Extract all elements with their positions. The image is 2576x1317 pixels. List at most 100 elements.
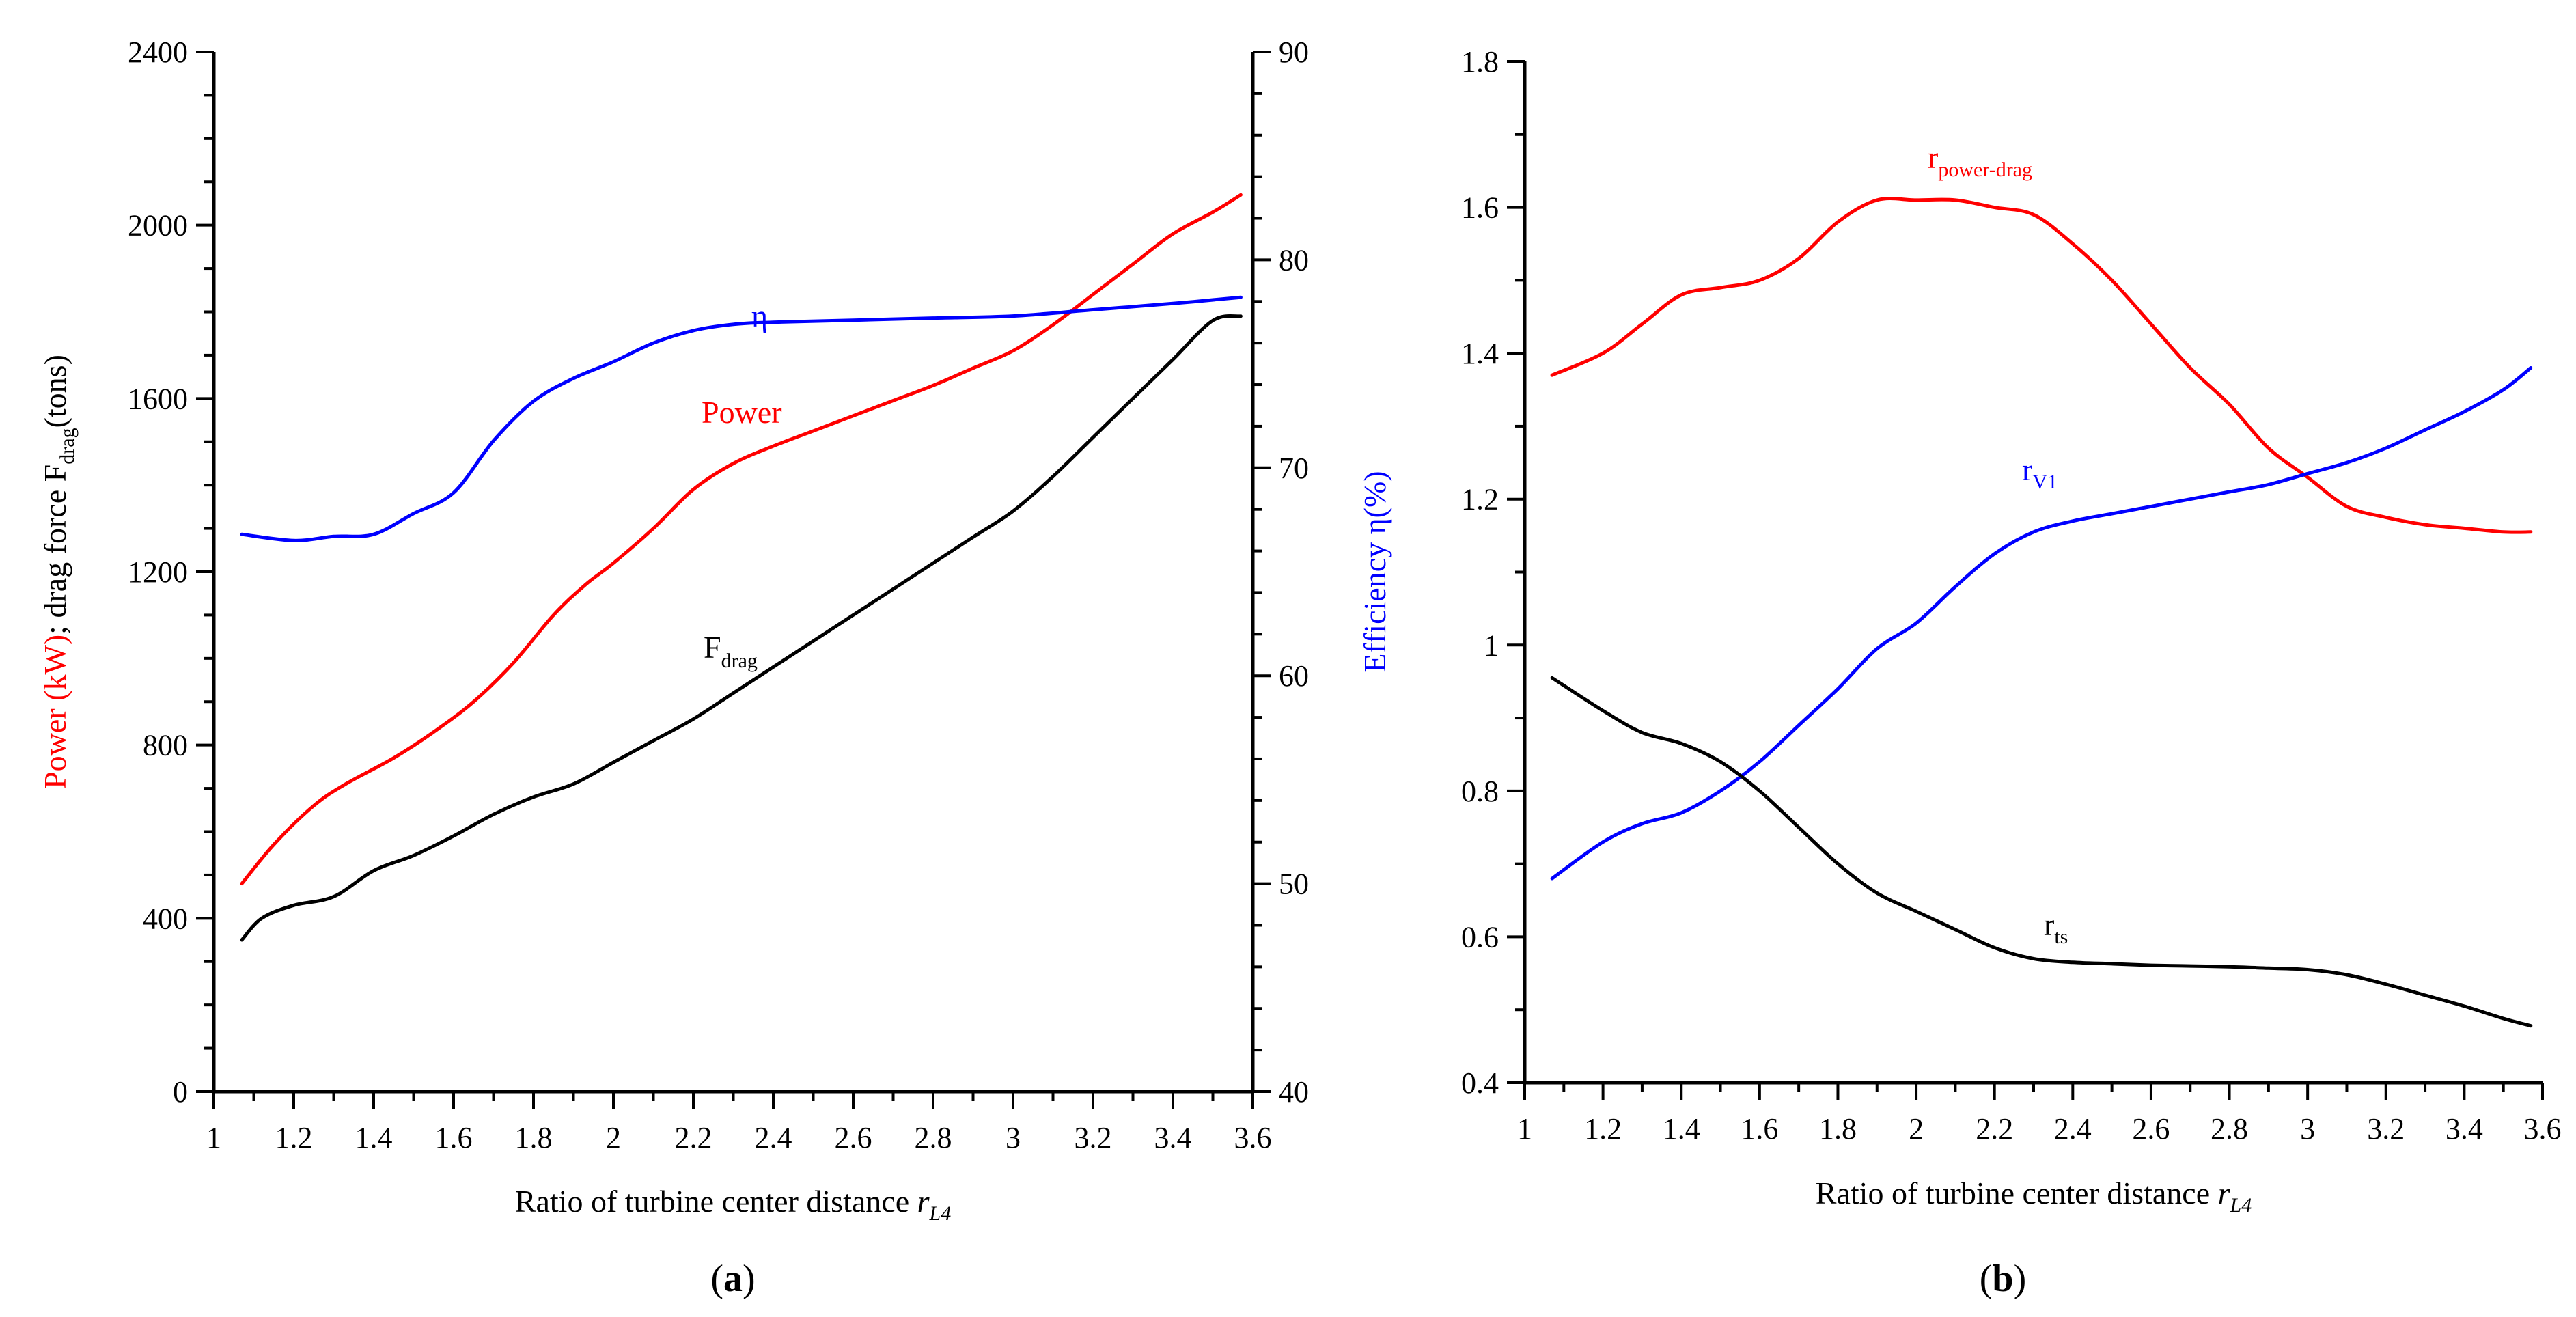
- panel-a-series: [240, 193, 1243, 942]
- x-tick-label: 2.8: [2211, 1112, 2248, 1146]
- y-left-tick-label: 2400: [128, 36, 188, 69]
- x-tick-label: 2: [606, 1121, 621, 1154]
- panel-a-fdrag-label: Fdrag: [704, 630, 758, 672]
- x-tick-label: 1.4: [1663, 1112, 1700, 1146]
- panel-b-x-axis-title: Ratio of turbine center distance rL4: [1816, 1176, 2252, 1217]
- x-tick-label: 2.4: [755, 1121, 792, 1154]
- y-right-tick-label: 60: [1279, 659, 1309, 693]
- panel-b-rpowerdrag-label-main: r: [1928, 140, 1938, 175]
- x-tick-label: 3.4: [2446, 1112, 2483, 1146]
- x-tick-label: 1.2: [275, 1121, 313, 1154]
- y-right-tick-label: 90: [1279, 36, 1309, 69]
- x-tick-label: 3.6: [2524, 1112, 2562, 1146]
- x-tick-label: 2.2: [675, 1121, 712, 1154]
- x-tick-label: 2.4: [2054, 1112, 2092, 1146]
- y-tick-label: 1.4: [1461, 337, 1499, 370]
- series-line-eta: [240, 295, 1243, 542]
- panel-a-left-y-title-power: Power (kW): [38, 635, 72, 789]
- panel-a-left-y-title-end: (tons): [38, 355, 72, 428]
- y-right-tick-label: 40: [1279, 1075, 1309, 1109]
- panel-b-x-title-var: r: [2218, 1176, 2231, 1210]
- x-tick-label: 2: [1909, 1112, 1924, 1146]
- series-line-power: [240, 193, 1243, 886]
- panel-b-x-ticks: 1 1.2 1.4 1.6 1.8 2 2.2 2.4 2.6 2.8 3 3.2 3.4 3.6: [1517, 1083, 2562, 1146]
- x-tick-label: 3.4: [1154, 1121, 1192, 1154]
- panel-a-fdrag-label-sub: drag: [721, 650, 758, 672]
- panel-b-rpowerdrag-label-sub: power-drag: [1938, 158, 2032, 181]
- x-tick-label: 1.8: [515, 1121, 553, 1154]
- y-left-tick-label: 1200: [128, 555, 188, 589]
- y-tick-label: 0.6: [1461, 920, 1499, 954]
- x-tick-label: 2.6: [835, 1121, 872, 1154]
- panel-b-caption-open: (: [1980, 1258, 1993, 1300]
- panel-a-x-title-text: Ratio of turbine center distance: [515, 1184, 917, 1219]
- panel-a-caption-close: ): [743, 1258, 756, 1300]
- y-left-tick-label: 1600: [128, 382, 188, 415]
- x-tick-label: 1.6: [1741, 1112, 1778, 1146]
- x-tick-label: 3.6: [1234, 1121, 1272, 1154]
- series-line-r-ts: [1550, 676, 2533, 1028]
- panel-b-rpowerdrag-label: rpower-drag: [1928, 140, 2032, 181]
- x-tick-label: 3.2: [1075, 1121, 1112, 1154]
- panel-b-x-title-text: Ratio of turbine center distance: [1816, 1176, 2218, 1210]
- x-tick-label: 2.2: [1976, 1112, 2013, 1146]
- x-tick-label: 1: [206, 1121, 221, 1154]
- panel-a-caption-open: (: [710, 1258, 723, 1300]
- panel-a-fdrag-label-main: F: [704, 630, 721, 665]
- x-tick-label: 3.2: [2367, 1112, 2405, 1146]
- panel-a-x-ticks: 1 1.2 1.4 1.6 1.8 2 2.2 2.4 2.6 2.8 3 3.2 3.4 3.6: [206, 1092, 1272, 1154]
- x-tick-label: 2.8: [915, 1121, 952, 1154]
- panel-b-caption: (b): [1980, 1258, 2026, 1300]
- y-right-tick-label: 80: [1279, 243, 1309, 277]
- panel-b-rts-label-sub: ts: [2054, 926, 2068, 948]
- panel-b-x-title-sub: L4: [2230, 1194, 2252, 1217]
- panel-a-left-y-axis-title: Power (kW); drag force Fdrag(tons): [38, 355, 79, 789]
- x-tick-label: 2.6: [2132, 1112, 2170, 1146]
- panel-a-power-label: Power: [702, 395, 782, 430]
- y-right-tick-label: 50: [1279, 868, 1309, 901]
- y-tick-label: 0.8: [1461, 775, 1499, 808]
- panel-a-x-title-sub: L4: [929, 1202, 952, 1225]
- y-tick-label: 1.6: [1461, 191, 1499, 225]
- y-tick-label: 1.2: [1461, 483, 1499, 516]
- panel-b-y-ticks: 0.4 0.6 0.8 1 1.2 1.4 1.6 1.8: [1461, 45, 1525, 1100]
- panel-a-right-y-axis-title: Efficiency η(%): [1357, 471, 1392, 672]
- y-left-tick-label: 2000: [128, 209, 188, 242]
- series-line-r-v1: [1550, 366, 2533, 881]
- y-tick-label: 0.4: [1461, 1066, 1499, 1100]
- series-line-r-power-drag: [1550, 197, 2533, 534]
- panel-a-left-y-title-sep: ; drag force F: [38, 465, 72, 635]
- panel-a-x-axis-title: Ratio of turbine center distance rL4: [515, 1184, 951, 1225]
- y-left-tick-label: 400: [143, 902, 188, 935]
- y-right-tick-label: 70: [1279, 452, 1309, 485]
- panel-b-rv1-label: rV1: [2022, 452, 2058, 493]
- series-line-f-drag: [240, 314, 1243, 942]
- x-tick-label: 3: [1006, 1121, 1021, 1154]
- panel-b-rv1-label-sub: V1: [2032, 471, 2058, 493]
- panel-b-caption-close: ): [2014, 1258, 2027, 1300]
- panel-b: 1 1.2 1.4 1.6 1.8 2 2.2 2.4 2.6 2.8 3 3.2 3.4 3.6 0.4…: [1461, 45, 2562, 1300]
- panel-b-series: [1550, 197, 2533, 1028]
- panel-b-rts-label: rts: [2044, 907, 2068, 948]
- x-tick-label: 1.8: [1819, 1112, 1857, 1146]
- panel-a-caption: (a): [710, 1258, 755, 1300]
- x-tick-label: 1.6: [435, 1121, 473, 1154]
- panel-b-rv1-label-main: r: [2022, 452, 2032, 487]
- panel-a-eta-label: η: [751, 299, 768, 333]
- x-tick-label: 1.4: [355, 1121, 393, 1154]
- panel-a-caption-letter: a: [723, 1258, 743, 1300]
- panel-a-left-y-ticks: 0 400 800 1200 1600 2000 2400: [128, 36, 214, 1109]
- panel-a: 1 1.2 1.4 1.6 1.8 2 2.2 2.4 2.6 2.8 3 3.2 3.4 3.6 0 40…: [38, 36, 1392, 1300]
- panel-a-left-y-title-sub: drag: [56, 428, 79, 464]
- y-left-tick-label: 800: [143, 729, 188, 762]
- y-left-tick-label: 0: [173, 1075, 188, 1109]
- y-tick-label: 1.8: [1461, 45, 1499, 79]
- panel-a-right-y-ticks: 40 50 60 70 80 90: [1253, 36, 1309, 1109]
- x-tick-label: 1: [1517, 1112, 1532, 1146]
- panel-b-caption-letter: b: [1992, 1258, 2013, 1300]
- y-tick-label: 1: [1484, 628, 1499, 662]
- panel-b-rts-label-main: r: [2044, 907, 2054, 942]
- x-tick-label: 3: [2300, 1112, 2315, 1146]
- panel-a-x-title-var: r: [917, 1184, 930, 1219]
